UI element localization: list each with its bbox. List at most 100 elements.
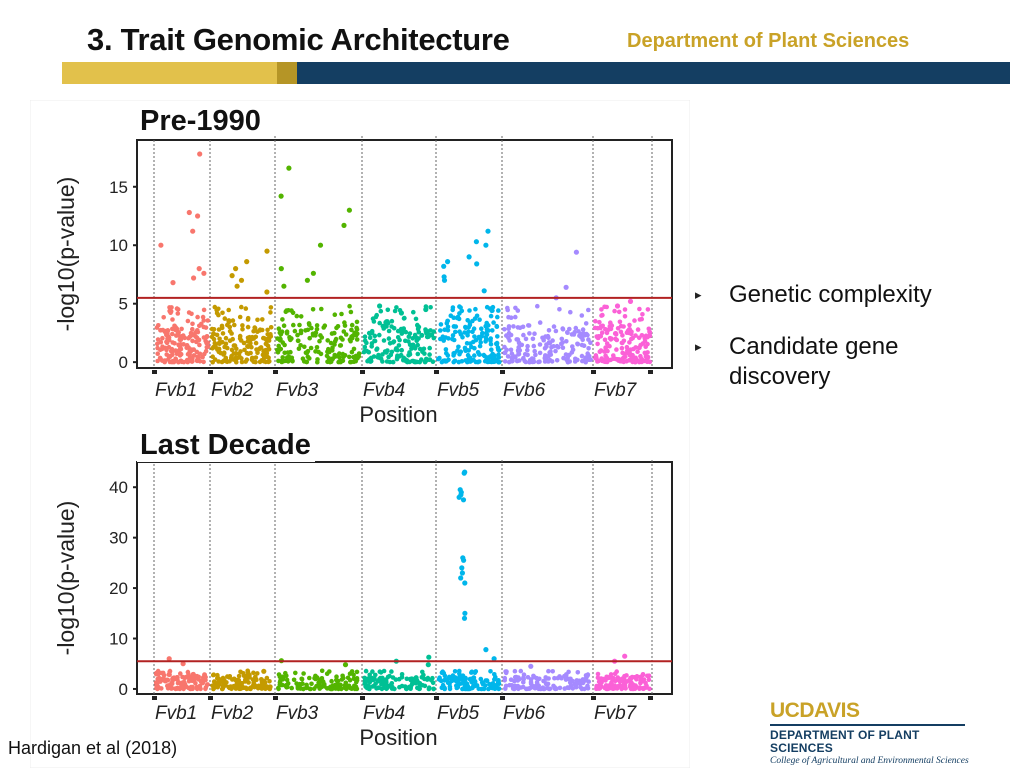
- data-point: [593, 318, 598, 324]
- data-point: [240, 327, 245, 332]
- data-point: [523, 359, 529, 365]
- data-point: [450, 333, 456, 338]
- data-point: [369, 344, 375, 349]
- data-point: [446, 357, 451, 363]
- data-point: [567, 326, 572, 332]
- data-point: [328, 340, 334, 346]
- peak-point: [423, 306, 429, 313]
- data-point: [349, 322, 355, 328]
- data-point: [523, 336, 529, 342]
- data-point: [354, 319, 360, 325]
- data-point: [615, 357, 620, 362]
- bullet-arrow-icon: ▸: [695, 287, 702, 302]
- data-point: [531, 343, 537, 349]
- peak-point: [317, 242, 324, 248]
- data-point: [239, 304, 244, 310]
- data-point: [165, 678, 171, 683]
- data-point: [216, 346, 222, 352]
- data-point: [557, 307, 562, 312]
- data-point: [280, 340, 286, 345]
- data-point: [452, 350, 457, 356]
- data-point: [366, 683, 371, 689]
- data-point: [428, 328, 433, 333]
- data-point: [409, 346, 414, 351]
- data-point: [197, 351, 203, 357]
- data-point: [397, 684, 402, 690]
- data-point: [307, 335, 313, 341]
- peak-point: [158, 242, 164, 248]
- data-point: [334, 674, 339, 679]
- data-point: [598, 681, 603, 686]
- data-point: [487, 681, 492, 687]
- data-point: [407, 359, 413, 365]
- data-point: [370, 684, 376, 689]
- data-point: [505, 354, 511, 359]
- x-tick: [434, 370, 439, 374]
- data-point: [421, 346, 427, 352]
- data-point: [275, 336, 280, 341]
- data-point: [620, 340, 625, 346]
- data-point: [245, 317, 251, 322]
- data-point: [164, 352, 169, 357]
- y-tick-label: 5: [119, 295, 128, 314]
- data-point: [597, 685, 603, 691]
- data-point: [221, 350, 227, 355]
- data-point: [354, 669, 360, 675]
- data-point: [307, 686, 313, 692]
- data-point: [175, 307, 181, 312]
- data-point: [249, 344, 254, 350]
- data-point: [188, 686, 193, 692]
- peak-point: [627, 298, 634, 304]
- data-point: [314, 326, 320, 332]
- data-point: [385, 307, 391, 313]
- data-point: [194, 673, 200, 679]
- data-point: [645, 307, 651, 312]
- data-point: [211, 683, 217, 689]
- data-point: [422, 351, 427, 356]
- data-point: [537, 320, 543, 325]
- bullet-list: ▸ Genetic complexity ▸ Candidate gene di…: [695, 280, 995, 414]
- data-point: [520, 324, 526, 330]
- data-point: [554, 358, 560, 363]
- data-point: [612, 671, 618, 677]
- data-point: [284, 682, 289, 688]
- peak-point: [170, 280, 176, 286]
- data-point: [190, 321, 195, 327]
- data-point: [304, 359, 310, 365]
- data-point: [586, 357, 592, 363]
- data-point: [484, 336, 489, 342]
- data-point: [453, 329, 458, 335]
- data-point: [155, 351, 160, 356]
- data-point: [436, 677, 442, 682]
- data-point: [464, 341, 470, 346]
- data-point: [439, 670, 445, 675]
- data-point: [194, 335, 200, 341]
- data-point: [284, 673, 289, 679]
- data-point: [626, 348, 631, 354]
- data-point: [479, 686, 484, 692]
- data-point: [624, 344, 630, 350]
- data-point: [438, 336, 443, 342]
- data-point: [414, 675, 419, 680]
- data-point: [399, 329, 404, 334]
- data-point: [466, 329, 471, 335]
- data-point: [252, 325, 257, 330]
- data-point: [248, 350, 253, 356]
- data-point: [510, 358, 515, 364]
- data-point: [459, 359, 465, 364]
- peak-point: [197, 151, 203, 157]
- data-point: [362, 344, 368, 350]
- data-point: [447, 686, 453, 692]
- data-point: [354, 337, 360, 342]
- data-point: [341, 352, 346, 358]
- data-point: [482, 358, 488, 364]
- data-point: [305, 354, 311, 360]
- data-point: [633, 345, 638, 350]
- data-point: [190, 338, 195, 344]
- data-point: [155, 345, 160, 351]
- data-point: [175, 311, 181, 316]
- data-point: [243, 306, 249, 311]
- data-point: [354, 327, 360, 332]
- data-point: [595, 341, 600, 347]
- data-point: [301, 671, 306, 676]
